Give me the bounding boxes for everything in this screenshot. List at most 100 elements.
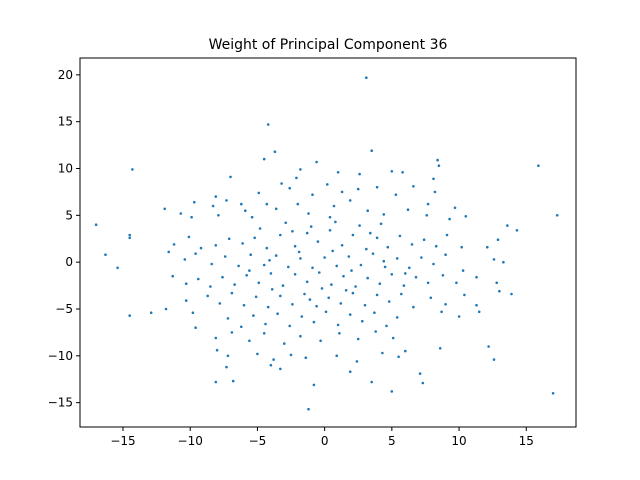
data-point <box>206 294 209 298</box>
data-point <box>293 273 297 276</box>
data-point <box>385 324 388 328</box>
data-point <box>269 363 273 367</box>
data-point <box>422 238 426 241</box>
data-point <box>348 199 352 202</box>
data-point <box>433 190 437 194</box>
data-point <box>308 298 312 301</box>
data-point <box>436 158 439 162</box>
data-point <box>382 259 386 263</box>
data-point <box>210 262 213 266</box>
data-point <box>400 292 403 296</box>
data-point <box>461 269 465 272</box>
chart-title: Weight of Principal Component 36 <box>209 37 448 53</box>
data-point <box>477 310 481 314</box>
data-point <box>240 325 243 329</box>
data-point <box>248 269 251 272</box>
data-point <box>244 209 247 212</box>
data-point <box>230 291 234 295</box>
data-point <box>437 164 441 167</box>
data-point <box>253 236 256 240</box>
data-point <box>214 195 218 198</box>
data-point <box>249 253 252 256</box>
data-point <box>279 233 282 237</box>
data-point <box>347 255 351 258</box>
x-tick-label: −5 <box>249 434 267 448</box>
data-point <box>457 315 461 318</box>
data-point <box>331 249 335 253</box>
data-point <box>374 330 378 333</box>
y-tick-label: −5 <box>55 302 73 316</box>
data-point <box>319 339 322 343</box>
data-point <box>334 220 337 224</box>
data-point <box>506 224 509 227</box>
data-point <box>410 243 414 246</box>
data-point <box>296 202 300 206</box>
data-point <box>363 303 367 307</box>
data-point <box>327 296 331 300</box>
data-point <box>194 326 197 330</box>
x-tick-label: 0 <box>321 434 329 448</box>
data-point <box>226 354 230 358</box>
data-point <box>242 303 246 307</box>
data-point <box>163 207 166 211</box>
y-axis: −15 −10 −5 0 5 10 15 20 <box>48 68 80 410</box>
data-point <box>448 217 451 221</box>
data-point <box>444 253 447 256</box>
data-point <box>229 175 232 179</box>
data-point <box>397 355 400 359</box>
data-point <box>475 303 478 307</box>
data-point <box>214 380 218 384</box>
data-point <box>94 223 98 226</box>
plot-area-frame <box>79 57 577 428</box>
data-point <box>502 260 505 264</box>
data-point <box>171 274 174 278</box>
data-point <box>231 379 235 383</box>
data-point <box>496 238 500 241</box>
data-point <box>190 215 193 219</box>
data-point <box>199 246 203 250</box>
data-point <box>266 305 270 309</box>
data-point <box>279 367 282 371</box>
data-point <box>381 351 384 355</box>
data-point <box>252 314 255 317</box>
data-point <box>475 275 478 279</box>
data-point <box>444 303 447 306</box>
data-point <box>418 372 422 375</box>
data-point <box>366 276 370 280</box>
data-point <box>460 245 464 249</box>
data-point <box>432 262 435 266</box>
data-point <box>291 230 294 233</box>
data-point <box>257 281 261 285</box>
data-point <box>326 183 329 186</box>
y-tick-label: −10 <box>48 349 73 363</box>
data-point <box>293 244 297 248</box>
data-point <box>307 407 310 411</box>
data-point <box>227 237 231 241</box>
data-point <box>287 265 290 269</box>
data-point <box>336 171 340 174</box>
data-point <box>375 293 379 297</box>
data-point <box>258 227 262 230</box>
data-point <box>361 319 364 323</box>
data-point <box>340 244 344 247</box>
data-point <box>128 233 131 237</box>
data-point <box>383 265 387 269</box>
data-point <box>440 310 443 314</box>
data-point <box>214 336 218 340</box>
y-tick-label: 20 <box>58 68 73 82</box>
data-point <box>438 347 442 350</box>
data-point <box>215 348 219 352</box>
x-tick-label: −10 <box>178 434 203 448</box>
data-point <box>455 281 458 285</box>
data-point <box>375 185 379 189</box>
data-point <box>230 331 234 334</box>
data-point <box>184 282 188 286</box>
y-tick-label: 15 <box>58 115 73 129</box>
data-point <box>184 299 188 302</box>
data-point <box>386 245 390 249</box>
data-point <box>209 285 212 288</box>
data-point <box>370 149 374 152</box>
data-point <box>318 271 321 274</box>
